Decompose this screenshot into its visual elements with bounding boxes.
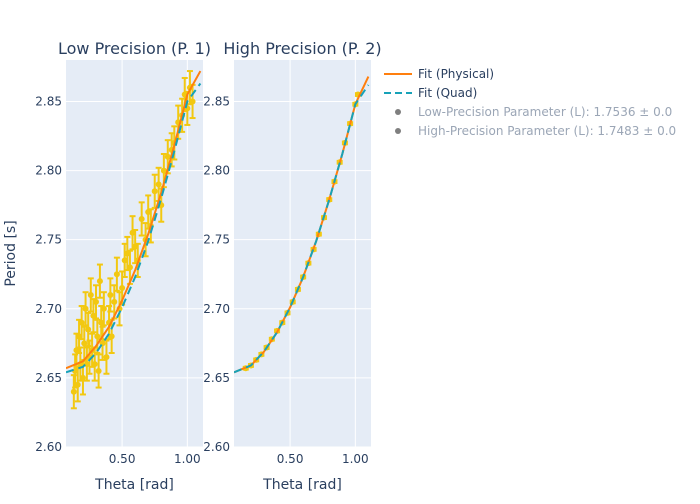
data-point — [70, 388, 77, 395]
fit-quad-line — [66, 82, 202, 374]
data-point — [91, 361, 98, 368]
y-tick-label: 2.80 — [203, 164, 230, 178]
data-point — [78, 319, 85, 326]
data-point — [164, 153, 171, 160]
y-tick-label: 2.70 — [35, 302, 62, 316]
legend-dot-icon — [395, 128, 401, 134]
y-tick-label: 2.80 — [35, 164, 62, 178]
data-point — [103, 354, 110, 361]
subplot-title: Low Precision (P. 1) — [58, 39, 211, 58]
legend: Fit (Physical) Fit (Quad) Low-Precision Pa… — [384, 67, 676, 138]
data-point — [119, 285, 126, 292]
data-point — [107, 291, 114, 298]
data-point — [145, 209, 152, 216]
data-point — [93, 298, 100, 305]
x-axis-label: Theta [rad] — [262, 477, 342, 493]
data-point — [76, 333, 83, 340]
data-point — [96, 278, 103, 285]
data-point — [132, 243, 139, 250]
legend-dot-icon — [395, 109, 401, 115]
x-tick-label: 1.00 — [174, 452, 201, 466]
data-point — [98, 319, 105, 326]
data-point — [85, 326, 92, 333]
data-point — [87, 291, 94, 298]
y-tick-label: 2.85 — [203, 94, 230, 108]
x-axis-label: Theta [rad] — [94, 477, 174, 493]
fit-quad-line — [234, 84, 370, 374]
data-point — [111, 298, 118, 305]
y-tick-label: 2.70 — [203, 302, 230, 316]
data-point — [73, 347, 80, 354]
plot-area — [234, 76, 370, 374]
y-tick-label: 2.85 — [35, 94, 62, 108]
data-point — [155, 181, 162, 188]
x-tick-label: 1.00 — [342, 452, 369, 466]
series-errorbars — [70, 70, 196, 410]
y-tick-label: 2.75 — [35, 233, 62, 247]
data-point — [82, 305, 89, 312]
y-tick-label: 2.75 — [203, 233, 230, 247]
data-point — [129, 229, 136, 236]
legend-item: High-Precision Parameter (L): 1.7483 ± 0… — [395, 124, 676, 138]
data-point — [160, 167, 167, 174]
legend-item: Low-Precision Parameter (L): 1.7536 ± 0.… — [395, 105, 672, 119]
y-tick-label: 2.65 — [203, 371, 230, 385]
data-point — [151, 188, 158, 195]
data-point — [90, 312, 97, 319]
y-tick-label: 2.60 — [203, 440, 230, 454]
legend-label: Fit (Physical) — [418, 67, 494, 81]
legend-item: Fit (Physical) — [384, 67, 494, 81]
fit-physical-line — [66, 70, 202, 370]
subplot-title: High Precision (P. 2) — [223, 39, 381, 58]
legend-item: Fit (Quad) — [384, 86, 477, 100]
data-point — [113, 271, 120, 278]
x-tick-label: 0.50 — [277, 452, 304, 466]
data-point — [108, 333, 115, 340]
y-tick-label: 2.60 — [35, 440, 62, 454]
y-tick-label: 2.65 — [35, 371, 62, 385]
x-tick-label: 0.50 — [109, 452, 136, 466]
plot-background — [234, 60, 371, 447]
data-point — [95, 367, 102, 374]
legend-label: Low-Precision Parameter (L): 1.7536 ± 0.… — [418, 105, 672, 119]
y-axis-label: Period [s] — [3, 220, 19, 286]
data-point — [126, 264, 133, 271]
legend-label: Fit (Quad) — [418, 86, 477, 100]
legend-label: High-Precision Parameter (L): 1.7483 ± 0… — [418, 124, 676, 138]
data-point — [124, 250, 131, 257]
data-point — [81, 340, 88, 347]
data-point — [74, 381, 81, 388]
data-point — [121, 257, 128, 264]
data-point — [100, 305, 107, 312]
data-point — [72, 367, 79, 374]
data-point — [79, 374, 86, 381]
data-point — [189, 98, 196, 105]
plot-area — [66, 70, 202, 410]
subplot-1: 2.60 2.65 2.70 2.75 2.80 2.85 0.50 1.00 Low Prec… — [3, 39, 211, 493]
subplot-2: 2.60 2.65 2.70 2.75 2.80 2.85 0.50 1.00 High Pre… — [203, 39, 381, 493]
data-point — [138, 215, 145, 222]
data-point — [94, 333, 101, 340]
